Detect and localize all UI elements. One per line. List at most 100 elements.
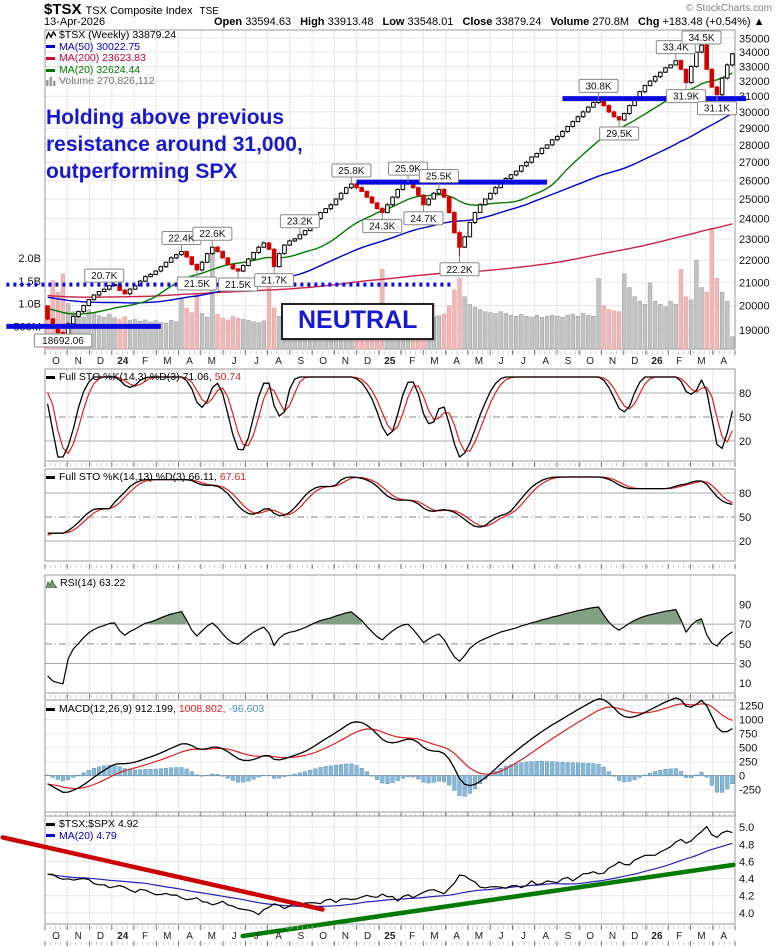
candle-body bbox=[724, 64, 730, 79]
month-label: F bbox=[142, 356, 148, 367]
month-label: F bbox=[142, 931, 148, 942]
month-label: D bbox=[631, 356, 638, 367]
month-label: F bbox=[676, 931, 682, 942]
macd-hist-bar bbox=[668, 768, 673, 776]
candle-body bbox=[148, 273, 153, 278]
candle-body bbox=[323, 208, 328, 214]
volume-bar bbox=[205, 316, 210, 350]
panel-border bbox=[44, 815, 736, 925]
macd-hist-bar bbox=[369, 775, 375, 777]
macd-hist-bar bbox=[50, 775, 55, 778]
volume-bar bbox=[50, 280, 55, 350]
month-label: 25 bbox=[384, 356, 396, 367]
volume-bar bbox=[266, 280, 272, 350]
macd-hist-bar bbox=[411, 775, 416, 778]
candle-body bbox=[240, 265, 246, 272]
macd-hist-value: -96.603 bbox=[228, 703, 265, 715]
price-axis-label: 31000 bbox=[739, 91, 770, 103]
candle-body bbox=[477, 204, 483, 214]
macd-hist-bar bbox=[148, 768, 153, 776]
volume-bar bbox=[622, 273, 627, 350]
flag-box bbox=[681, 30, 722, 45]
volume-bar bbox=[498, 311, 503, 350]
flag-box bbox=[388, 161, 429, 176]
macd-axis-label: 250 bbox=[739, 757, 757, 769]
volume-bar bbox=[575, 315, 581, 350]
volume-bar bbox=[220, 317, 225, 350]
macd-hist-bar bbox=[308, 770, 313, 776]
sto-k-line bbox=[46, 376, 734, 458]
month-label: S bbox=[298, 931, 305, 942]
candle-body bbox=[76, 311, 81, 317]
panel-border bbox=[44, 574, 736, 694]
volume-bar bbox=[235, 317, 241, 350]
candle-body bbox=[539, 147, 545, 154]
open-label: Open bbox=[214, 16, 243, 28]
macd-hist-bar bbox=[390, 775, 395, 783]
flag-box bbox=[362, 219, 403, 234]
candle-body bbox=[199, 261, 205, 271]
ratio-axis-label: 4.2 bbox=[739, 891, 754, 903]
macd-hist-bar bbox=[318, 767, 323, 776]
month-label: N bbox=[609, 931, 616, 942]
macd-hist-bar bbox=[220, 775, 225, 777]
volume-bar bbox=[606, 309, 611, 350]
candle-body bbox=[606, 105, 612, 113]
price-line-icon bbox=[46, 30, 56, 40]
macd-hist-bar bbox=[55, 775, 60, 780]
flag-box bbox=[279, 214, 320, 229]
macd-hist-bar bbox=[385, 775, 390, 784]
ratio-axis-label: 4.6 bbox=[739, 856, 754, 868]
flag-box bbox=[192, 226, 233, 241]
candle-body bbox=[421, 194, 426, 206]
rsi-overbought-fill bbox=[629, 609, 681, 625]
macd-hist-bar bbox=[462, 775, 467, 797]
rsi-legend: RSI(14) 63.22 bbox=[46, 577, 125, 590]
volume-bar bbox=[730, 336, 735, 350]
volume-bar bbox=[580, 313, 586, 350]
candle-body bbox=[426, 198, 431, 206]
macd-hist-bar bbox=[709, 775, 714, 786]
flag-box bbox=[418, 169, 459, 184]
macd-dash-icon bbox=[46, 707, 55, 711]
volume-bar bbox=[143, 319, 148, 350]
volume-bar bbox=[467, 304, 472, 350]
flag-label: 33.4K bbox=[663, 43, 689, 54]
candle-body bbox=[158, 266, 164, 272]
candle-body bbox=[688, 65, 694, 84]
macd-hist-bar bbox=[205, 774, 210, 776]
macd-hist-bar bbox=[210, 773, 215, 776]
macd-hist-bar bbox=[704, 775, 709, 778]
flag-label: 25.8K bbox=[338, 166, 364, 177]
month-label: 24 bbox=[117, 356, 129, 367]
volume-bar bbox=[477, 309, 483, 350]
quote-date: 13-Apr-2026 bbox=[44, 16, 106, 28]
volume-bar bbox=[436, 315, 442, 350]
ratio-dash-icon bbox=[46, 822, 55, 826]
ratio-axis-label: 4.4 bbox=[739, 874, 754, 886]
macd-hist-bar bbox=[127, 769, 133, 776]
volume-bar bbox=[714, 278, 720, 350]
osc-axis-label: 80 bbox=[739, 388, 751, 400]
note-line-1: Holding above previous bbox=[46, 106, 285, 129]
candle-body bbox=[678, 60, 684, 70]
high-label: High bbox=[300, 16, 325, 28]
candle-body bbox=[400, 183, 406, 191]
volume-bar bbox=[91, 312, 97, 350]
month-label: D bbox=[364, 931, 371, 942]
osc-axis-label: 20 bbox=[739, 536, 751, 548]
candle-body bbox=[364, 190, 370, 198]
month-label: A bbox=[720, 356, 727, 367]
volume-bar bbox=[653, 300, 658, 350]
macd-hist-bar bbox=[725, 775, 730, 790]
candle-body bbox=[714, 86, 720, 96]
volume-bars-icon bbox=[46, 77, 56, 87]
month-label: 24 bbox=[117, 931, 129, 942]
macd-hist-bar bbox=[431, 775, 436, 783]
sto-k-line bbox=[47, 476, 733, 534]
candle-body bbox=[519, 165, 524, 172]
symbol: $TSX bbox=[44, 1, 82, 18]
macd-hist-bar bbox=[545, 761, 550, 776]
macd-hist-bar bbox=[364, 771, 369, 776]
candle-body bbox=[452, 212, 457, 234]
